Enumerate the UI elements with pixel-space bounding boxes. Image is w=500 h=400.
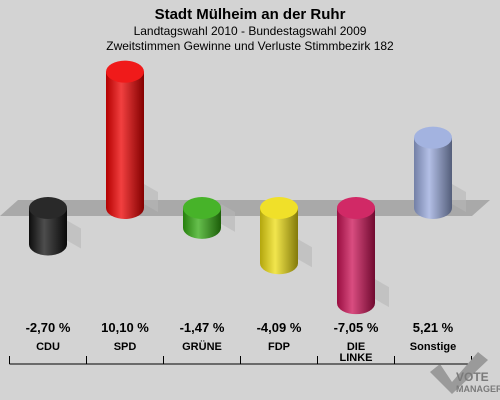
chart-subtitle-line-2: Zweitstimmen Gewinne und Verluste Stimmb… — [106, 39, 394, 53]
value-label: -1,47 % — [180, 320, 225, 335]
bar-die-linke — [337, 197, 389, 315]
category-label: SPD — [114, 341, 137, 353]
labels-layer: -2,70 % CDU 10,10 % SPD -1,47 % GRÜNE -4,09 % F… — [26, 320, 457, 364]
bar-cdu — [29, 197, 81, 256]
value-label: -7,05 % — [334, 320, 379, 335]
bar-fdp — [260, 197, 312, 275]
bar-sonstige — [414, 126, 466, 219]
category-label: CDU — [36, 341, 60, 353]
chart-title: Stadt Mülheim an der Ruhr — [155, 6, 346, 23]
bar-spd — [106, 60, 158, 220]
category-label: DIE — [347, 341, 365, 353]
value-label: 10,10 % — [101, 320, 149, 335]
bar-grüne — [183, 197, 235, 239]
checkmark-icon — [430, 352, 488, 394]
value-label: -4,09 % — [257, 320, 302, 335]
value-label: 5,21 % — [413, 320, 454, 335]
category-label: GRÜNE — [182, 340, 222, 353]
category-label: FDP — [268, 341, 290, 353]
bars-layer — [29, 60, 466, 315]
category-axis — [9, 356, 472, 365]
logo-line-1: VOTE — [456, 370, 489, 384]
logo-line-2: MANAGER — [456, 384, 500, 394]
category-label: LINKE — [340, 352, 373, 364]
value-label: -2,70 % — [26, 320, 71, 335]
chart-subtitle-line-1: Landtagswahl 2010 - Bundestagswahl 2009 — [134, 24, 367, 38]
vote-manager-logo: VOTE MANAGER — [430, 352, 500, 394]
category-label: Sonstige — [410, 341, 456, 353]
